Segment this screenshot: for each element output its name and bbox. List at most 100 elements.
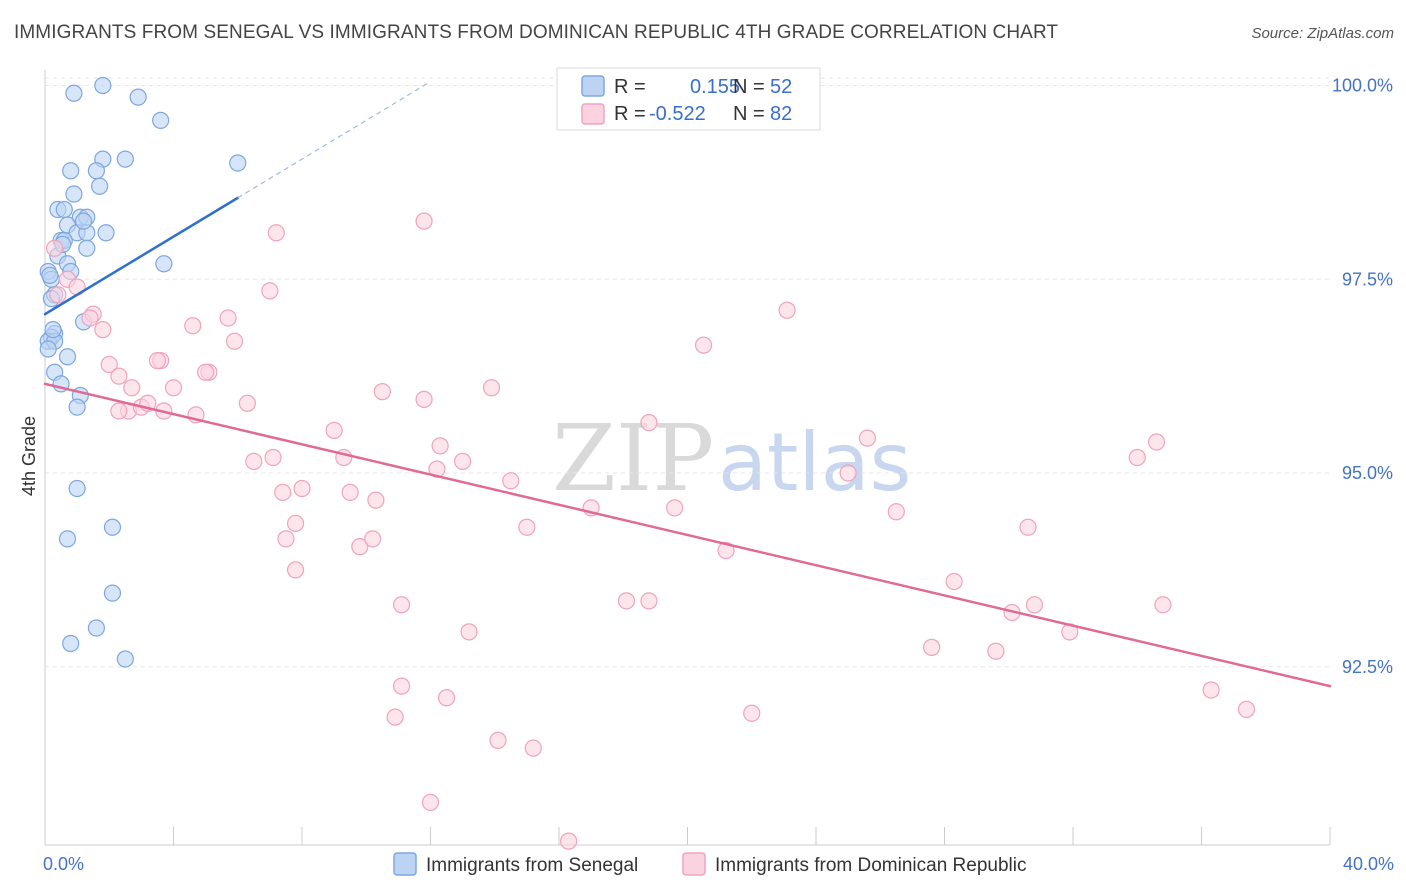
scatter-point bbox=[110, 367, 128, 385]
scatter-point bbox=[87, 162, 106, 180]
scatter-point bbox=[74, 212, 93, 230]
legend-swatch-dominican-bottom bbox=[682, 852, 706, 876]
x-tick-labels: 0.0% 40.0% bbox=[43, 854, 1394, 874]
scatter-point bbox=[560, 832, 578, 850]
scatter-point bbox=[392, 596, 411, 614]
scatter-point bbox=[55, 200, 73, 219]
scatter-point bbox=[524, 739, 542, 757]
scatter-point bbox=[152, 111, 170, 129]
scatter-point bbox=[694, 336, 713, 354]
stats-legend: R = 0.155 N = 52 R = -0.522 N = 82 bbox=[556, 67, 821, 131]
scatter-point bbox=[164, 379, 183, 397]
svg-text:atlas: atlas bbox=[718, 416, 911, 509]
scatter-point bbox=[78, 239, 96, 257]
scatter-point bbox=[97, 224, 115, 242]
scatter-point bbox=[415, 212, 433, 230]
scatter-point bbox=[341, 483, 359, 501]
legend-n-value-senegal: 52 bbox=[770, 76, 792, 98]
scatter-point bbox=[261, 282, 279, 300]
scatter-point bbox=[454, 452, 472, 470]
scatter-point bbox=[110, 402, 128, 420]
scatter-point bbox=[68, 479, 86, 498]
scatter-point bbox=[351, 538, 369, 556]
scatter-point bbox=[502, 472, 520, 490]
scatter-point bbox=[415, 390, 433, 408]
scatter-point bbox=[743, 704, 761, 722]
scatter-point bbox=[277, 530, 295, 548]
scatter-point bbox=[103, 584, 122, 602]
legend-swatch-dominican bbox=[581, 103, 605, 125]
x-tick-label-0: 0.0% bbox=[43, 854, 84, 874]
scatter-point bbox=[94, 76, 112, 95]
scatter-point bbox=[91, 177, 109, 195]
scatter-point bbox=[245, 452, 263, 470]
scatter-point bbox=[46, 239, 64, 257]
scatter-point bbox=[103, 518, 122, 536]
scatter-point bbox=[945, 572, 963, 591]
scatter-point bbox=[437, 689, 456, 707]
scatter-point bbox=[148, 352, 167, 370]
trend-extension-0 bbox=[237, 81, 431, 199]
scatter-point bbox=[197, 363, 215, 381]
legend-n-value-dominican: 82 bbox=[770, 103, 792, 125]
y-axis-label: 4th Grade bbox=[19, 416, 39, 496]
scatter-point bbox=[293, 479, 311, 498]
scatter-point bbox=[65, 84, 83, 102]
scatter-point bbox=[1154, 596, 1172, 614]
scatter-point bbox=[129, 88, 147, 106]
scatter-point bbox=[219, 309, 237, 327]
scatter-point bbox=[81, 309, 99, 327]
series-legend: Immigrants from Senegal Immigrants from … bbox=[393, 852, 1027, 876]
scatter-point bbox=[62, 634, 80, 653]
y-tick-labels: 100.0% 97.5% 95.0% 92.5% bbox=[1332, 76, 1393, 677]
scatter-point bbox=[94, 321, 112, 339]
scatter-point bbox=[286, 561, 305, 579]
scatter-point bbox=[325, 421, 343, 439]
scatter-point bbox=[44, 321, 62, 339]
scatter-point bbox=[65, 185, 83, 203]
scatter-point bbox=[367, 491, 385, 509]
trend-line-1 bbox=[43, 382, 1332, 688]
scatter-point bbox=[286, 514, 305, 532]
scatter-point bbox=[858, 429, 877, 447]
scatter-point bbox=[41, 266, 59, 284]
legend-n-label-dominican: N = bbox=[733, 103, 765, 125]
legend-swatch-senegal-bottom bbox=[393, 852, 417, 876]
scatter-point bbox=[123, 379, 141, 397]
scatter-point bbox=[489, 731, 507, 749]
scatter-point bbox=[640, 592, 658, 610]
scatter-point bbox=[87, 619, 106, 637]
scatter-point bbox=[386, 708, 404, 726]
scatter-point bbox=[155, 255, 173, 273]
scatter-point bbox=[58, 530, 77, 548]
scatter-point bbox=[717, 541, 735, 560]
scatter-point bbox=[62, 162, 80, 180]
legend-swatch-senegal bbox=[581, 75, 605, 97]
legend-n-label-senegal: N = bbox=[733, 76, 765, 98]
scatter-point bbox=[229, 154, 247, 172]
y-tick-label-0: 100.0% bbox=[1332, 76, 1393, 96]
trend-layer bbox=[43, 81, 1332, 688]
series-points-1 bbox=[46, 212, 1256, 850]
scatter-point bbox=[364, 530, 382, 548]
scatter-point bbox=[238, 394, 256, 412]
trend-line-0 bbox=[43, 196, 239, 316]
chart-source: Source: ZipAtlas.com bbox=[1251, 25, 1394, 42]
scatter-point bbox=[392, 677, 411, 695]
scatter-point bbox=[431, 437, 449, 455]
scatter-point bbox=[1202, 681, 1220, 699]
scatter-point bbox=[421, 793, 440, 811]
scatter-point bbox=[373, 383, 391, 401]
y-tick-label-1: 97.5% bbox=[1342, 269, 1393, 289]
svg-text:ZIP: ZIP bbox=[552, 405, 714, 512]
x-tick-label-1: 40.0% bbox=[1343, 854, 1394, 874]
scatter-point bbox=[887, 503, 905, 521]
y-tick-label-2: 95.0% bbox=[1342, 463, 1393, 483]
scatter-point bbox=[274, 483, 292, 501]
y-tick-label-3: 92.5% bbox=[1342, 657, 1393, 677]
scatter-point bbox=[1128, 448, 1146, 467]
legend-series-senegal: Immigrants from Senegal bbox=[426, 855, 638, 876]
legend-r-label-dominican: R = bbox=[614, 103, 646, 125]
scatter-point bbox=[1237, 700, 1256, 718]
scatter-point bbox=[39, 340, 57, 358]
